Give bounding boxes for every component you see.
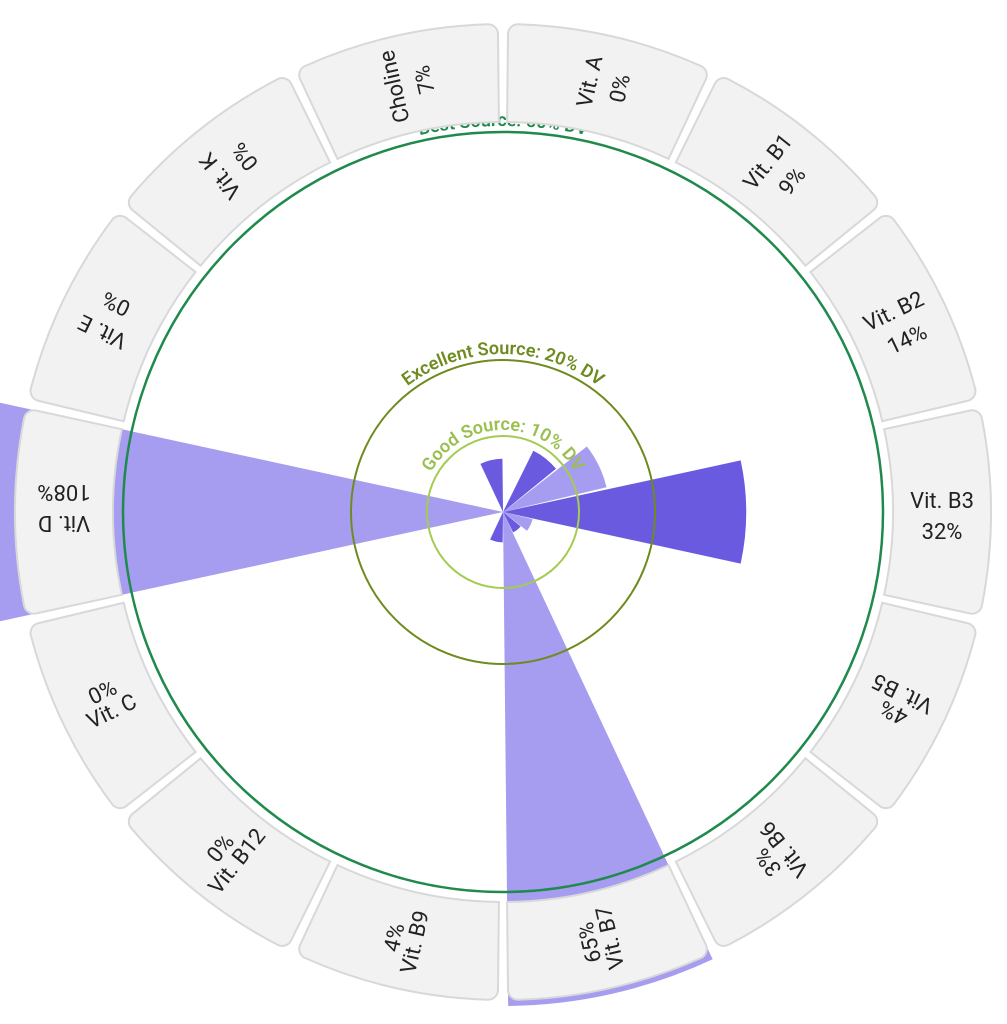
- bar-wedge: [480, 459, 503, 512]
- vitamin-radial-chart: Good Source: 10% DVExcellent Source: 20%…: [0, 0, 1007, 1024]
- segment-name: Vit. D: [38, 510, 90, 535]
- reference-ring-label: Excellent Source: 20% DV: [398, 338, 608, 390]
- segment-name: Vit. B3: [910, 489, 974, 514]
- segment-value: 32%: [922, 520, 963, 545]
- segment-tile[interactable]: [31, 216, 196, 421]
- segment-value: 108%: [37, 479, 90, 504]
- bar-wedge: [490, 512, 503, 542]
